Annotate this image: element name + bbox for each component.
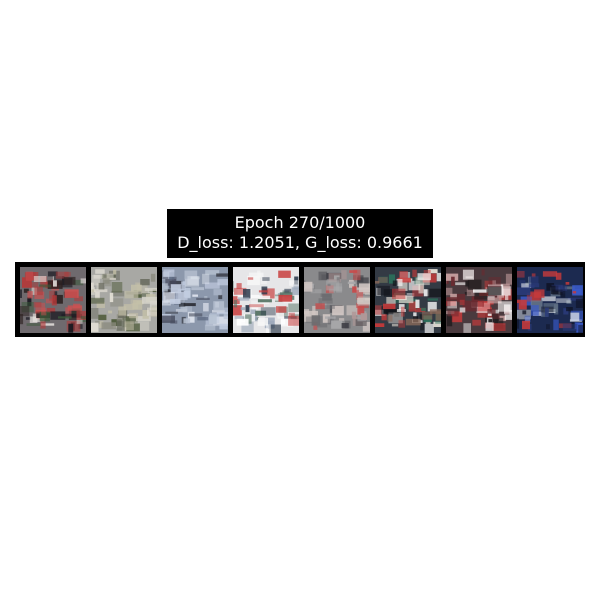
generated-sample-7 (446, 267, 512, 333)
generated-sample-4 (233, 267, 299, 333)
generated-sample-5 (304, 267, 370, 333)
sample-image (20, 267, 86, 333)
sample-image (375, 267, 441, 333)
sample-image (517, 267, 583, 333)
sample-grid (15, 262, 585, 337)
epoch-label: Epoch 270/1000 (234, 213, 366, 232)
generated-sample-2 (91, 267, 157, 333)
sample-image (304, 267, 370, 333)
generated-sample-8 (517, 267, 583, 333)
generated-sample-1 (20, 267, 86, 333)
loss-label: D_loss: 1.2051, G_loss: 0.9661 (177, 233, 423, 252)
sample-image (162, 267, 228, 333)
generated-sample-6 (375, 267, 441, 333)
sample-image (91, 267, 157, 333)
figure-title: Epoch 270/1000 D_loss: 1.2051, G_loss: 0… (167, 209, 433, 258)
sample-image (233, 267, 299, 333)
sample-image (446, 267, 512, 333)
generated-sample-3 (162, 267, 228, 333)
